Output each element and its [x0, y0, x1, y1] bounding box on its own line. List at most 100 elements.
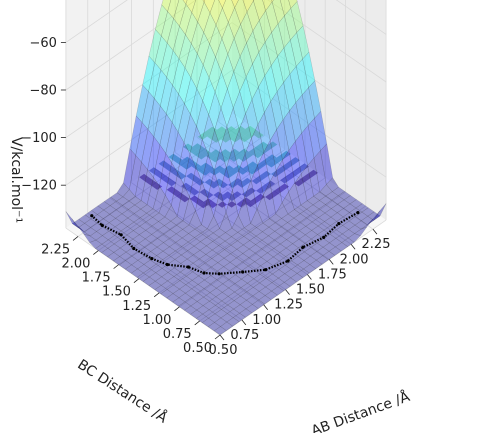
surface-patch	[89, 231, 103, 241]
contour-band	[211, 136, 222, 143]
surface-patch	[302, 51, 316, 89]
trajectory-point	[356, 211, 360, 215]
surface-patch	[126, 238, 140, 249]
contour-band	[181, 182, 191, 190]
surface-patch	[122, 189, 136, 202]
surface-patch	[347, 233, 361, 243]
surface-patch	[133, 208, 148, 219]
surface-patch	[218, 232, 232, 242]
surface-patch	[266, 256, 280, 266]
surface-patch	[273, 235, 288, 245]
surface-patch	[188, 228, 202, 238]
surface-patch	[151, 221, 165, 231]
floor-grid-y	[199, 205, 367, 322]
surface-patch	[288, 182, 302, 210]
surface-patch	[259, 278, 273, 288]
surface-patch	[322, 250, 336, 261]
contour-band	[235, 132, 245, 139]
contour-band	[238, 155, 249, 162]
surface-patch	[222, 270, 236, 280]
trajectory-point	[186, 265, 190, 269]
surface-patch	[306, 204, 320, 214]
surface-patch	[203, 0, 216, 14]
surface-patch	[299, 208, 314, 219]
surface-patch	[101, 239, 115, 249]
surface-patch	[162, 246, 176, 256]
surface-patch	[177, 103, 191, 144]
surface-patch	[166, 50, 180, 86]
contour-band	[216, 132, 226, 140]
surface-patch	[233, 55, 247, 93]
surface-patch	[181, 241, 195, 251]
surface-patch	[162, 254, 176, 265]
surface-patch	[280, 230, 294, 240]
surface-patch	[169, 233, 183, 243]
surface-patch	[271, 0, 285, 25]
surface-patch	[246, 30, 260, 65]
surface-patch	[148, 280, 162, 291]
contour-band	[163, 163, 173, 171]
surface-patch	[215, 37, 229, 73]
surface-patch	[217, 249, 231, 259]
surface-patch	[236, 244, 250, 254]
surface-patch	[314, 110, 328, 152]
surface-patch	[150, 246, 164, 256]
surface-patch	[283, 73, 297, 112]
surface-patch	[299, 217, 313, 227]
contour-band	[153, 170, 163, 177]
surface-patch	[305, 221, 319, 231]
surface-patch	[348, 216, 362, 226]
contour-band	[185, 185, 195, 193]
contour-band	[280, 176, 290, 184]
surface-patch	[186, 254, 200, 264]
contour-band	[197, 133, 208, 140]
surface-patch	[78, 214, 92, 224]
surface-patch	[328, 246, 342, 256]
surface-patch	[278, 264, 292, 275]
surface-patch	[253, 0, 266, 21]
contour-band	[232, 191, 242, 198]
surface-patch	[160, 280, 174, 290]
surface-patch	[367, 210, 380, 226]
surface-patch	[178, 284, 193, 294]
surface-patch	[295, 94, 309, 134]
contour-band	[265, 180, 276, 188]
y-tick-label: 0.50	[183, 341, 212, 356]
contour-band	[148, 167, 159, 174]
trajectory-path	[90, 211, 360, 276]
contour-band	[230, 135, 240, 143]
contour-band	[241, 190, 252, 198]
contour-band	[171, 189, 181, 196]
surface-patch	[228, 283, 242, 293]
x-tick-label: 0.75	[230, 328, 259, 343]
surface-patch	[235, 270, 249, 280]
y-tick-mark	[214, 334, 221, 340]
surface-patch	[185, 0, 197, 14]
surface-patch	[181, 233, 195, 243]
contour-band	[192, 149, 202, 157]
surface-patch	[256, 222, 270, 233]
surface-patch	[268, 213, 283, 224]
trajectory-point	[322, 235, 326, 239]
surface-patch	[265, 1, 279, 34]
surface-patch	[239, 42, 253, 78]
y-tick-label: 2.25	[41, 243, 70, 258]
surface-patch	[204, 258, 219, 268]
surface-patch	[189, 125, 203, 168]
surface-patch	[254, 248, 268, 258]
surface-patch	[255, 239, 269, 250]
wall-grid-z	[65, 0, 387, 91]
surface-patch	[239, 299, 253, 310]
surface-patch	[157, 233, 171, 243]
floor-grid-x	[65, 227, 221, 336]
contour-band	[233, 178, 243, 185]
surface-patch	[132, 225, 147, 236]
surface-patch	[101, 247, 115, 258]
surface-patch	[129, 154, 142, 197]
surface-patch	[262, 0, 273, 12]
contour-band	[252, 164, 262, 172]
surface-patch	[172, 58, 186, 95]
surface-patch	[154, 276, 169, 286]
trajectory-point	[100, 223, 104, 227]
trajectory-line	[91, 211, 359, 275]
